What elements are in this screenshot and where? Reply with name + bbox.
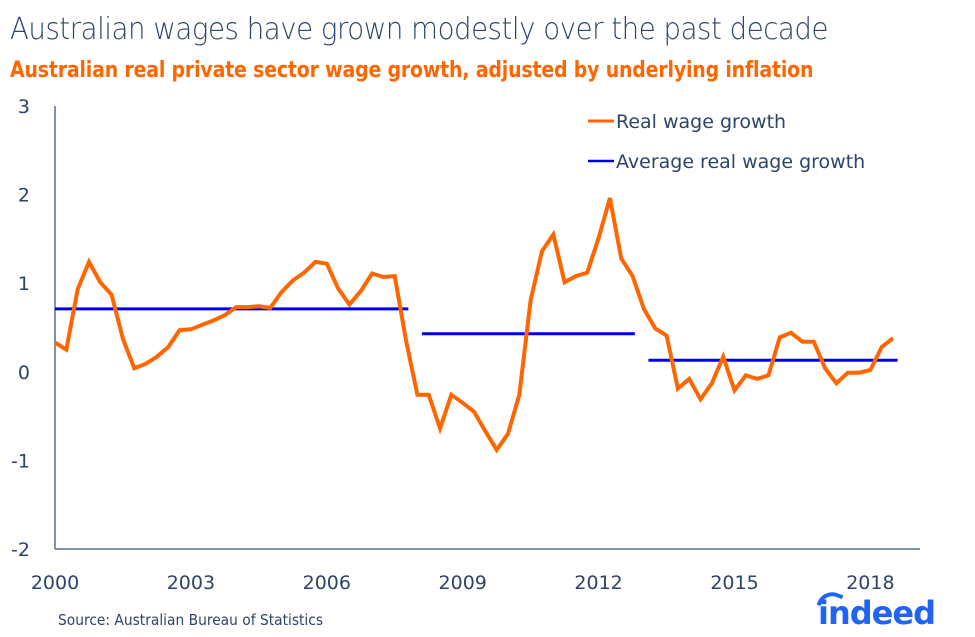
y-axis-ticks: 3 2 1 0 -1 -2: [11, 96, 30, 561]
average-real-wage-growth-series: [55, 307, 898, 362]
x-tick-label: 2009: [439, 572, 487, 594]
x-tick-label: 2000: [31, 572, 79, 594]
real-wage-growth-series: [53, 197, 895, 454]
y-tick-label: 1: [18, 273, 30, 295]
y-tick-label: 2: [18, 185, 30, 207]
indeed-logo: indeed: [818, 594, 936, 632]
x-tick-label: 2015: [710, 572, 758, 594]
legend: Real wage growth Average real wage growt…: [588, 111, 865, 173]
y-tick-label: 3: [18, 96, 30, 118]
x-tick-label: 2018: [846, 572, 894, 594]
chart-subtitle: Australian real private sector wage grow…: [10, 58, 814, 83]
x-tick-label: 2012: [574, 572, 622, 594]
x-tick-label: 2003: [167, 572, 215, 594]
y-tick-label: -1: [11, 450, 30, 472]
x-axis-ticks: 2000 2003 2006 2009 2012 2015 2018: [31, 572, 895, 594]
y-tick-label: -2: [11, 539, 30, 561]
chart-title: Australian wages have grown modestly ove…: [10, 12, 828, 47]
y-tick-label: 0: [18, 362, 30, 384]
x-tick-label: 2006: [303, 572, 351, 594]
legend-label-average-real-wage-growth: Average real wage growth: [616, 151, 865, 173]
source-note: Source: Australian Bureau of Statistics: [58, 611, 324, 629]
legend-label-real-wage-growth: Real wage growth: [616, 111, 786, 133]
